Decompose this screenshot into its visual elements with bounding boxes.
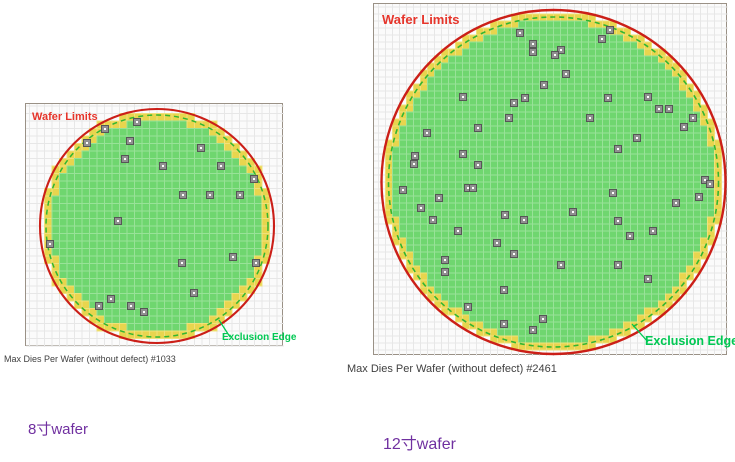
wafer-size-line-12in: 12寸wafer xyxy=(383,436,456,453)
map-caption-12in: Max Dies Per Wafer (without defect) #246… xyxy=(347,363,557,375)
wafer-map-svg-8in xyxy=(26,104,284,347)
wafer-size-line-8in: 8寸wafer xyxy=(28,421,89,438)
exclusion-edge-label-8in: Exclusion Edge xyxy=(222,332,297,343)
wafer-map-svg-12in xyxy=(374,4,728,356)
map-caption-8in: Max Dies Per Wafer (without defect) #103… xyxy=(4,354,176,364)
wafer-info-8in: 8寸wafer Die尺寸：5*5mm 产出数：1033pcs xyxy=(28,380,145,462)
wafer-panel-12in: Wafer Limits Exclusion Edge xyxy=(373,3,735,356)
exclusion-edge-label-12in: Exclusion Edge xyxy=(645,334,735,348)
wafer-limits-label-8in: Wafer Limits xyxy=(32,111,98,123)
wafer-limits-label-12in: Wafer Limits xyxy=(382,12,460,27)
wafer-panel-8in: Wafer Limits Exclusion Edge xyxy=(25,103,296,347)
wafer-info-12in: 12寸wafer Die尺寸：5*5mm 产出数：2461pcs xyxy=(383,390,508,462)
